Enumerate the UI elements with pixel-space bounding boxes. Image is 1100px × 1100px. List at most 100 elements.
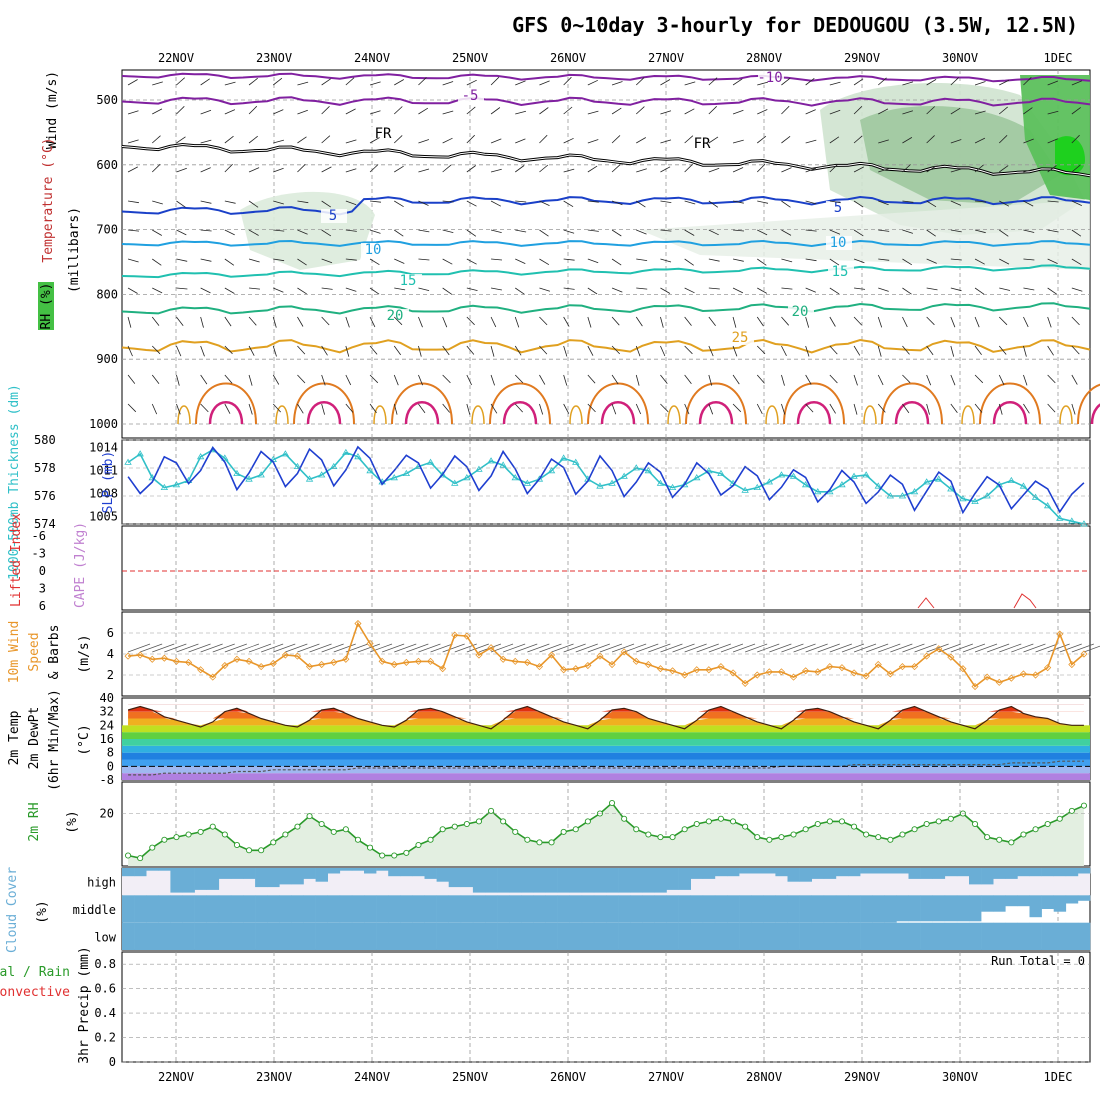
wind-barb [950,316,956,328]
cloud-bar-high [787,868,800,882]
wind-barb [999,287,1011,291]
wind-barb [829,200,841,204]
thickness-point [136,450,144,457]
cloud-bar-high [896,868,909,874]
wind-barb [176,200,186,208]
cloud-bar-middle [981,895,994,912]
rh-point [306,813,313,820]
wind-barb [127,287,138,294]
cloud-bar-low [981,922,994,950]
wind-barb [248,167,260,173]
cloud-bar-high [339,868,353,871]
wind-barb [393,106,403,115]
wind-barb [248,345,255,356]
lifted-index-tick-label: -6 [32,529,46,543]
cloud-bar-middle [460,895,474,923]
wind-speed-point [717,663,725,671]
precip-label-convective: Convective [0,985,70,1000]
pressure-tick-label: 800 [96,287,118,301]
cloud-bar-high [944,868,958,877]
thickness-point [1007,476,1016,483]
rh-point [245,847,253,854]
cloud-bar-low [557,922,570,950]
rh-point [1032,826,1039,833]
temp-ylabel-b: 2m DewPt [27,707,42,770]
wind-barb [321,229,332,237]
wind-barb [393,316,403,326]
wind-barb [249,287,261,290]
wind-barb [684,345,693,355]
cloud-bar-middle [581,895,595,923]
wind-speed-point [160,654,168,662]
cloud-bar-high [993,868,1006,879]
cloud-bar-middle [751,895,764,923]
contour-35 [796,401,832,425]
temp-tick-label: 24 [100,718,114,732]
wind-barb [1047,258,1058,264]
wind-barb [393,135,403,144]
cloud-bar-middle [376,895,389,923]
contour-35 [208,401,244,425]
wind-barb [756,374,765,384]
rh-point [366,844,374,851]
cloud-bar-middle [364,895,377,923]
cloud-cover-panel: high middle low [73,868,1091,950]
wind-barb [151,316,160,326]
wind-barb-10m [890,643,913,653]
thickness-point [632,464,640,471]
cloud-bar-middle [1017,895,1030,907]
lifted-index-spike [1013,593,1037,609]
wind-barb [127,374,136,384]
cloud-bar-high [714,868,728,877]
cloud-bar-high [581,868,595,893]
contour-30 [1077,383,1100,425]
cloud-bar-low [969,922,982,950]
thickness-point [196,453,205,460]
wind-barb [442,137,453,144]
wind-speed-point [414,657,423,665]
wind-barb [684,81,696,86]
thickness-point [281,450,290,457]
rh-point [972,820,979,828]
wind-barb-10m [382,643,405,653]
cloud-bar-low [1029,922,1042,950]
thickness-point [160,483,169,490]
wind-barb [829,258,840,266]
wind-barb-10m [188,643,211,653]
wind-barb [345,77,355,86]
wind-barb [442,258,453,265]
cloud-bar-middle [255,895,268,923]
cloud-bar-high [872,868,885,874]
contour-label: FR [694,136,711,152]
wind-barb [1023,316,1029,328]
wind-barb [974,229,986,234]
cloud-bar-high [400,868,413,877]
thickness-point [463,474,471,481]
wind-barb [369,374,379,384]
wind-barb [829,136,840,144]
wind-barb [151,374,160,384]
wind-barb-10m [515,643,538,653]
rh-point [342,826,349,833]
wind-barb [781,403,786,415]
rh-shade [640,200,1090,270]
wind-barb [1047,110,1059,115]
wind-barb [660,200,672,203]
wind-barb [636,287,648,290]
cloud-bar-high [315,868,328,882]
wind-barb [563,374,568,386]
wind-barb [829,164,838,173]
wind-barb [708,287,720,290]
cloud-bar-high [388,868,401,877]
wind-barb [539,80,550,86]
wind-barb [732,109,744,115]
rh-point [463,820,470,828]
wind-speed-point [378,657,386,665]
cloud-bar-low [194,922,207,950]
wind-barb [297,258,307,266]
contour-35 [894,401,930,425]
wind-barb [127,403,137,413]
wind-barb [635,77,645,86]
rh-point [330,828,337,835]
wind-barb [321,287,333,290]
